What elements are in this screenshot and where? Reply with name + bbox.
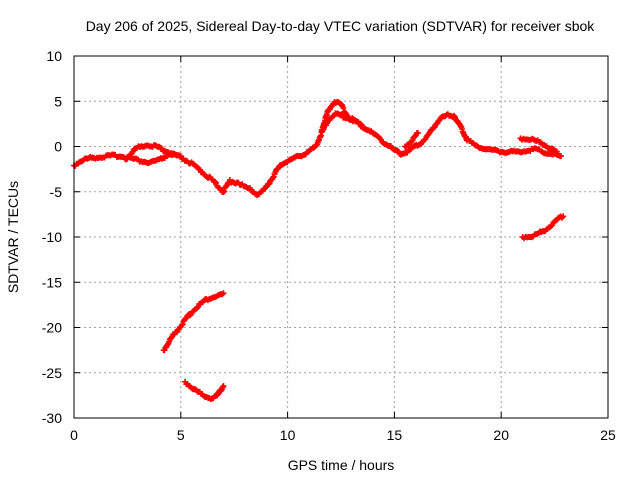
data-point	[414, 129, 421, 136]
series-sbok-late-branch	[517, 135, 560, 155]
data-point	[173, 151, 180, 158]
series-sbok-arc-1	[160, 290, 227, 354]
grid-lines	[74, 56, 608, 418]
x-axis-label: GPS time / hours	[288, 457, 395, 473]
y-tick-label: 10	[46, 48, 62, 64]
x-tick-label: 25	[600, 427, 616, 443]
y-tick-label: 5	[54, 93, 62, 109]
x-tick-label: 20	[493, 427, 509, 443]
series-sbok-main-trace	[71, 110, 565, 198]
series-sbok-evening-branch	[402, 129, 421, 150]
series-sbok-arc-2	[182, 378, 227, 403]
series-sbok-upper-branch	[122, 142, 180, 163]
y-tick-label: -10	[42, 229, 62, 245]
x-tick-label: 15	[387, 427, 403, 443]
y-tick-label: -20	[42, 320, 62, 336]
y-tick-label: 0	[54, 139, 62, 155]
data-point	[558, 153, 565, 160]
data-point	[214, 392, 221, 399]
data-point	[340, 105, 347, 112]
data-point	[179, 321, 186, 328]
x-tick-label: 0	[70, 427, 78, 443]
data-point	[213, 179, 220, 186]
y-tick-label: -25	[42, 365, 62, 381]
chart-title: Day 206 of 2025, Sidereal Day-to-day VTE…	[86, 18, 596, 34]
series-sbok-peak-branch	[318, 98, 368, 134]
data-point	[221, 188, 228, 195]
data-point	[220, 290, 227, 297]
y-tick-label: -15	[42, 274, 62, 290]
axis-ticks: 0 5 10 15 20 25 -30 -25 -20 -15 -10 -5 0 5 10	[42, 48, 616, 443]
plot-frame	[73, 55, 609, 419]
y-tick-label: -5	[50, 184, 63, 200]
data-point	[178, 322, 185, 329]
data-series	[71, 98, 567, 403]
x-tick-label: 10	[280, 427, 296, 443]
data-point	[553, 148, 560, 155]
data-point	[560, 213, 567, 220]
data-point	[219, 384, 226, 391]
y-tick-label: -30	[42, 410, 62, 426]
x-tick-label: 5	[177, 427, 185, 443]
data-point	[220, 383, 227, 390]
data-point	[361, 125, 368, 132]
data-point	[269, 174, 276, 181]
y-axis-label: SDTVAR / TECUs	[5, 181, 21, 293]
series-sbok-arc-3	[519, 213, 567, 242]
